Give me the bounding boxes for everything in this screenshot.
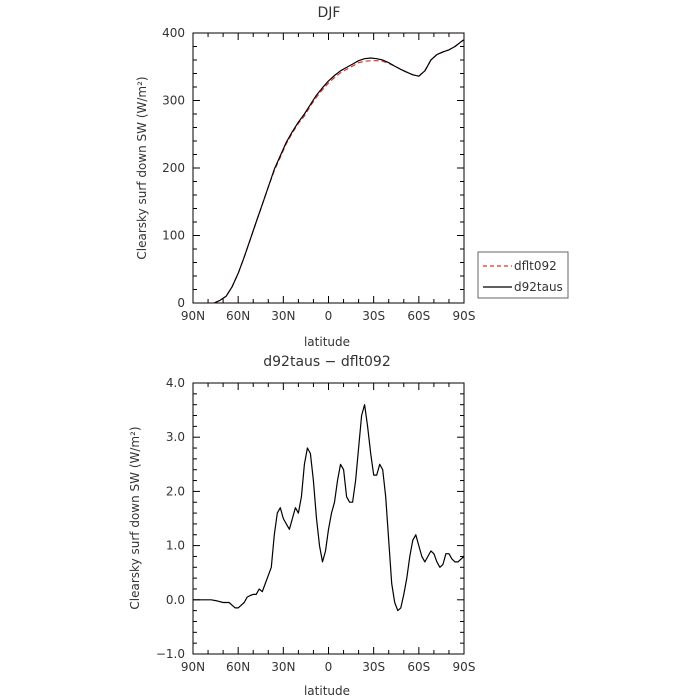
top-y-tick-label: 100	[162, 229, 185, 243]
bottom-xlabel: latitude	[304, 684, 350, 698]
top-ylabel: Clearsky surf down SW (W/m²)	[135, 76, 149, 259]
top-y-tick-label: 400	[162, 26, 185, 40]
bottom-y-tick-label: 2.0	[166, 484, 185, 498]
top-y-tick-label: 300	[162, 94, 185, 108]
series-line-d92taus	[213, 39, 465, 304]
bottom-x-tick-label: 60N	[226, 660, 250, 674]
top-y-tick-label: 200	[162, 161, 185, 175]
bottom-x-tick-label: 90S	[453, 660, 476, 674]
top-panel: DJF Clearsky surf down SW (W/m²) latitud…	[135, 5, 569, 349]
bottom-title: d92taus − dflt092	[263, 354, 390, 370]
bottom-y-tick-label: 3.0	[166, 430, 185, 444]
top-x-tick-label: 30N	[271, 309, 295, 323]
series-line-dflt092	[213, 39, 465, 304]
bottom-x-tick-label: 30N	[271, 660, 295, 674]
legend-box	[477, 251, 569, 299]
top-x-tick-label: 90N	[181, 309, 205, 323]
bottom-panel: d92taus − dflt092 Clearsky surf down SW …	[128, 354, 475, 698]
top-xlabel: latitude	[304, 335, 350, 349]
bottom-x-tick-label: 60S	[407, 660, 430, 674]
bottom-series-line-0	[193, 404, 465, 612]
top-x-tick-label: 0	[325, 309, 333, 323]
top-title: DJF	[318, 5, 341, 21]
top-x-tick-label: 60N	[226, 309, 250, 323]
bottom-x-tick-label: 30S	[362, 660, 385, 674]
bottom-x-tick-label: 0	[325, 660, 333, 674]
bottom-ylabel: Clearsky surf down SW (W/m²)	[128, 426, 142, 609]
bottom-plot-frame	[192, 382, 465, 655]
legend: dflt092 d92taus	[477, 251, 569, 299]
bottom-y-tick-label: −1.0	[156, 647, 185, 661]
bottom-x-tick-label: 90N	[181, 660, 205, 674]
bottom-y-tick-label: 1.0	[166, 539, 185, 553]
legend-label-d92taus: d92taus	[514, 280, 563, 294]
top-y-tick-label: 0	[177, 296, 185, 310]
bottom-y-tick-label: 0.0	[166, 593, 185, 607]
legend-label-dflt092: dflt092	[514, 259, 557, 273]
top-x-tick-label: 90S	[453, 309, 476, 323]
bottom-y-tick-label: 4.0	[166, 376, 185, 390]
top-x-tick-label: 60S	[407, 309, 430, 323]
top-plot-area: 90N 60N 30N 0 30S 60S 90S 0 100 200 300 400	[162, 26, 475, 323]
top-x-tick-label: 30S	[362, 309, 385, 323]
top-plot-frame	[192, 32, 465, 304]
bottom-plot-area: 90N 60N 30N 0 30S 60S 90S −1.0 0.0 1.0 2.0 3.0 4.0	[156, 376, 476, 674]
